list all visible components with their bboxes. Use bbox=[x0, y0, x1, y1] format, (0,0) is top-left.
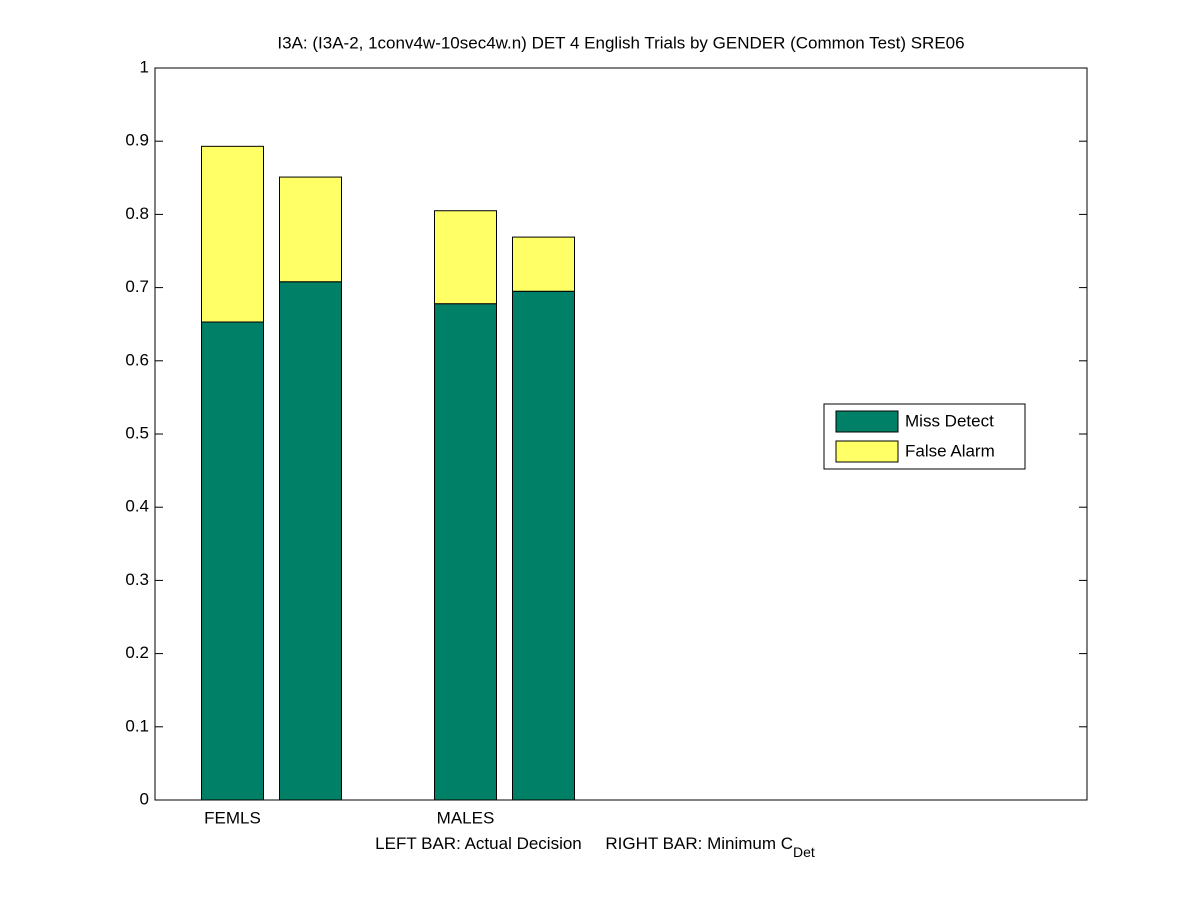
y-tick-label: 0.3 bbox=[125, 570, 149, 589]
bar-segment bbox=[201, 145, 264, 323]
legend-label: False Alarm bbox=[905, 441, 995, 460]
y-tick-label: 0.1 bbox=[125, 716, 149, 735]
legend-swatch bbox=[835, 410, 899, 433]
bar-segment bbox=[279, 281, 342, 801]
plot-frame bbox=[154, 67, 1088, 801]
y-tick-label: 1 bbox=[140, 57, 149, 76]
x-tick-label: FEMLS bbox=[204, 808, 261, 827]
bar-segment bbox=[434, 303, 497, 801]
x-axis-label-subscript: Det bbox=[793, 844, 815, 860]
legend-swatch bbox=[835, 440, 899, 463]
y-tick-label: 0.7 bbox=[125, 277, 149, 296]
bar-segment bbox=[201, 321, 264, 801]
legend-label: Miss Detect bbox=[905, 411, 994, 430]
y-tick-label: 0.5 bbox=[125, 423, 149, 442]
y-tick-label: 0.9 bbox=[125, 131, 149, 150]
y-tick-label: 0.4 bbox=[125, 497, 149, 516]
y-tick-label: 0 bbox=[140, 789, 149, 808]
bar-segment bbox=[512, 290, 575, 801]
y-tick-label: 0.2 bbox=[125, 643, 149, 662]
y-tick-label: 0.6 bbox=[125, 350, 149, 369]
x-axis-label-main: LEFT BAR: Actual Decision RIGHT BAR: Min… bbox=[375, 834, 793, 853]
legend: Miss Detect False Alarm bbox=[823, 403, 1026, 470]
y-tick-label: 0.8 bbox=[125, 204, 149, 223]
bar-segment bbox=[434, 210, 497, 305]
bar-segment bbox=[512, 236, 575, 292]
x-axis-label: LEFT BAR: Actual Decision RIGHT BAR: Min… bbox=[375, 834, 815, 859]
chart-title: I3A: (I3A-2, 1conv4w-10sec4w.n) DET 4 En… bbox=[277, 33, 964, 52]
bar-segment bbox=[279, 176, 342, 283]
x-tick-label: MALES bbox=[437, 808, 495, 827]
